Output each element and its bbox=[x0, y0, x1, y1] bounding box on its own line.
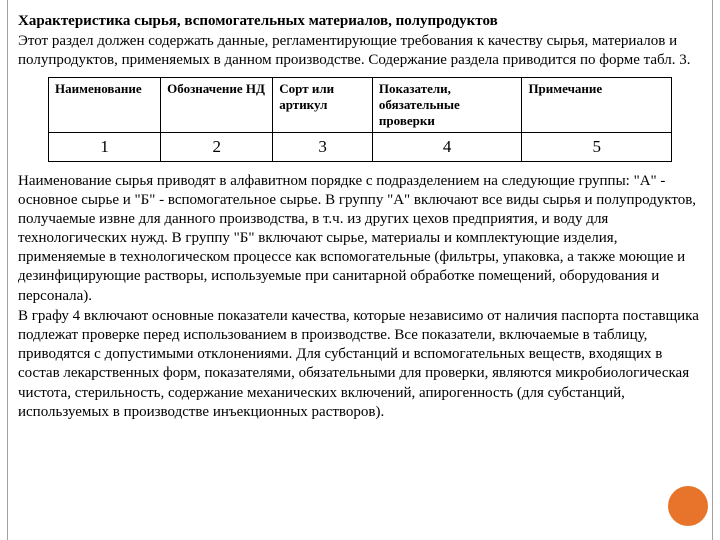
col-number: 5 bbox=[522, 132, 672, 161]
intro-paragraph: Этот раздел должен содержать данные, рег… bbox=[18, 32, 702, 71]
decor-circle bbox=[668, 486, 708, 526]
materials-table: Наименование Обозначение НД Сорт или арт… bbox=[48, 77, 672, 162]
col-header: Наименование bbox=[49, 77, 161, 132]
section-heading: Характеристика сырья, вспомогательных ма… bbox=[18, 12, 702, 32]
col-header: Обозначение НД bbox=[161, 77, 273, 132]
decor-line-left bbox=[7, 0, 8, 540]
table-header-row: Наименование Обозначение НД Сорт или арт… bbox=[49, 77, 672, 132]
table-number-row: 1 2 3 4 5 bbox=[49, 132, 672, 161]
col-number: 4 bbox=[372, 132, 522, 161]
col-number: 3 bbox=[273, 132, 373, 161]
materials-table-wrap: Наименование Обозначение НД Сорт или арт… bbox=[48, 77, 672, 162]
decor-line-right bbox=[712, 0, 713, 540]
col-header: Сорт или артикул bbox=[273, 77, 373, 132]
col-number: 2 bbox=[161, 132, 273, 161]
col-header: Примечание bbox=[522, 77, 672, 132]
body-paragraph-2: В графу 4 включают основные показатели к… bbox=[18, 307, 702, 422]
col-header: Показатели, обязательные проверки bbox=[372, 77, 522, 132]
body-paragraph-1: Наименование сырья приводят в алфавитном… bbox=[18, 172, 702, 306]
col-number: 1 bbox=[49, 132, 161, 161]
